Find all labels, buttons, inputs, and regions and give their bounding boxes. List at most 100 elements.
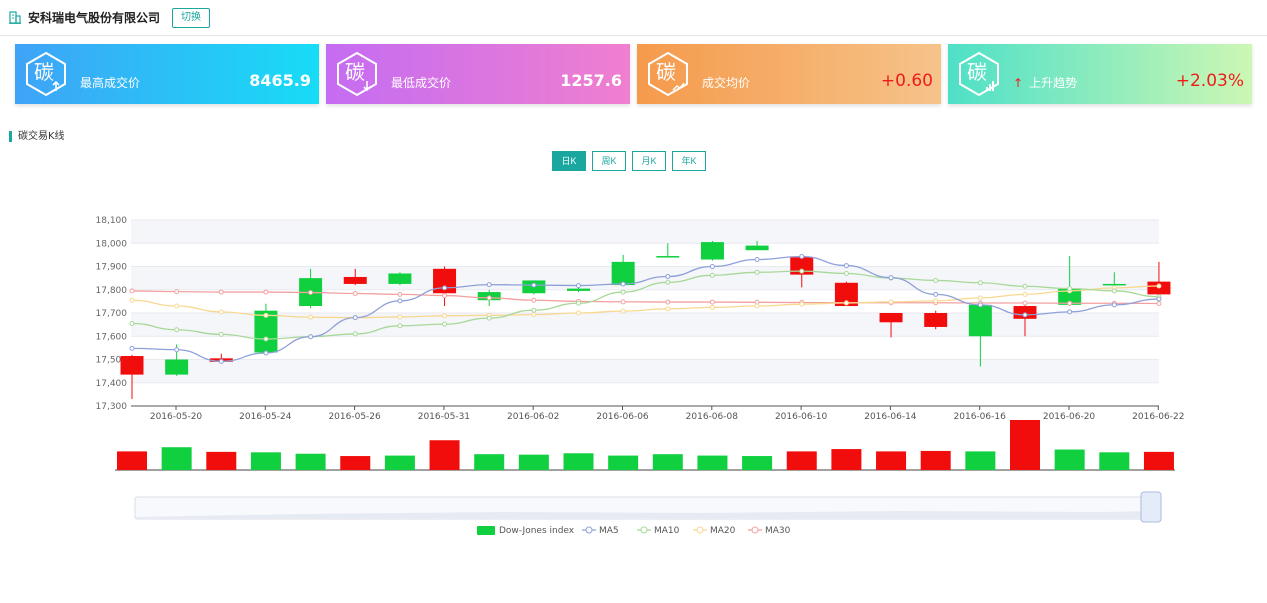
card-value: +2.03% — [1175, 71, 1244, 91]
tab-day[interactable]: 日K — [552, 151, 586, 171]
ma20-point — [442, 313, 448, 319]
ma20-point — [620, 308, 626, 314]
candle-body — [968, 304, 992, 337]
ma20-point — [709, 304, 715, 310]
ma10-point — [1022, 283, 1028, 289]
carbon-up-icon: 碳 — [26, 51, 66, 97]
x-tick-label: 2016-06-02 — [507, 412, 559, 422]
ma10-point — [486, 315, 492, 321]
ma20-point — [665, 306, 671, 312]
ma5-point — [977, 302, 983, 308]
y-tick-label: 17,500 — [96, 356, 128, 366]
candle-body — [879, 313, 903, 323]
ma5-point — [620, 281, 626, 287]
carbon-char: 碳 — [967, 60, 987, 84]
ma20-point — [218, 309, 224, 315]
ma10-point — [1111, 288, 1117, 294]
carbon-down-icon: 碳 — [337, 51, 377, 97]
ma10-point — [665, 279, 671, 285]
card-avg-price: 碳 成交均价 +0.60 — [637, 44, 941, 104]
ma5-point — [397, 298, 403, 304]
y-tick-label: 17,700 — [96, 309, 128, 319]
ma5-point — [263, 350, 269, 356]
card-label: ↑ 上升趋势 — [1013, 74, 1077, 91]
y-tick-label: 17,800 — [96, 286, 128, 296]
volume-bar — [518, 454, 549, 470]
tab-week[interactable]: 周K — [592, 151, 626, 171]
ma20-point — [576, 310, 581, 316]
ma5-point — [352, 315, 358, 321]
ma5-line — [131, 255, 1159, 363]
ma5-point — [531, 282, 537, 288]
ma5-point — [1111, 302, 1117, 308]
grid-band — [131, 266, 1159, 290]
ma20-point — [977, 295, 983, 301]
tab-month[interactable]: 月K — [632, 151, 666, 171]
y-tick-label: 17,400 — [96, 379, 128, 389]
ma5-point — [218, 358, 224, 364]
ma10-point — [352, 331, 358, 337]
ma30-point — [620, 299, 626, 305]
legend-swatch-dot — [751, 526, 759, 534]
zoom-handle[interactable] — [1140, 491, 1162, 523]
period-tabs: 日K 周K 月K 年K — [552, 151, 706, 171]
legend-label: MA5 — [599, 526, 619, 536]
grid-band — [131, 220, 1159, 244]
x-tick-label: 2016-06-08 — [686, 412, 739, 422]
y-tick-label: 18,000 — [96, 239, 128, 249]
y-tick-label: 17,300 — [96, 402, 128, 412]
tab-year[interactable]: 年K — [672, 151, 706, 171]
ma20-point — [799, 301, 805, 307]
card-label: 最高成交价 — [80, 76, 141, 90]
candle-body — [1102, 283, 1126, 286]
candle-body — [388, 273, 412, 284]
ma5-point — [308, 334, 314, 340]
ma30-point — [263, 289, 269, 295]
card-label-text: 上升趋势 — [1029, 76, 1078, 90]
ma10-point — [218, 331, 224, 337]
ma5-point — [1067, 309, 1073, 315]
card-trend: 碳 ↑ 上升趋势 +2.03% — [948, 44, 1252, 104]
section-title: 碳交易K线 — [9, 131, 65, 142]
volume-bar — [295, 453, 326, 470]
legend-swatch-dot — [640, 526, 648, 534]
carbon-char: 碳 — [345, 60, 365, 84]
volume-bar — [876, 451, 907, 470]
legend-label: MA10 — [654, 526, 680, 536]
carbon-chart-icon: 碳 — [648, 51, 688, 97]
ma5-point — [665, 273, 671, 279]
ma10-point — [933, 277, 939, 283]
ma10-point — [576, 300, 581, 306]
zoom-shadow — [136, 511, 1160, 518]
card-label: 成交均价 — [702, 76, 751, 90]
volume-bar — [608, 455, 639, 470]
volume-bar — [697, 455, 728, 470]
candle-body — [656, 256, 680, 258]
arrow-up-icon: ↑ — [1013, 76, 1024, 90]
ma5-point — [709, 264, 715, 269]
card-max-price: 碳 最高成交价 8465.9 — [15, 44, 319, 104]
ma20-point — [1022, 291, 1028, 297]
ma10-point — [174, 327, 180, 333]
x-tick-label: 2016-05-31 — [418, 412, 470, 422]
switch-button[interactable]: 切换 — [172, 7, 211, 28]
x-tick-label: 2016-06-10 — [775, 412, 828, 422]
volume-bar — [563, 453, 594, 470]
ma5-point — [576, 283, 581, 289]
ma5-point — [933, 291, 939, 297]
ma5-point — [442, 285, 448, 291]
ma30-point — [531, 297, 537, 303]
ma5-point — [174, 347, 180, 353]
volume-bar — [965, 451, 996, 470]
card-value: 1257.6 — [560, 71, 622, 90]
legend-label: Dow-Jones index — [499, 526, 575, 536]
ma30-point — [1067, 300, 1073, 306]
ma20-point — [888, 299, 894, 305]
x-tick-label: 2016-06-14 — [864, 412, 917, 422]
ma20-point — [174, 303, 180, 309]
ma20-point — [129, 297, 135, 303]
volume-bar — [1054, 449, 1085, 470]
legend-label: MA20 — [710, 526, 736, 536]
candle-body — [745, 245, 769, 251]
legend-swatch-dot — [696, 526, 704, 534]
